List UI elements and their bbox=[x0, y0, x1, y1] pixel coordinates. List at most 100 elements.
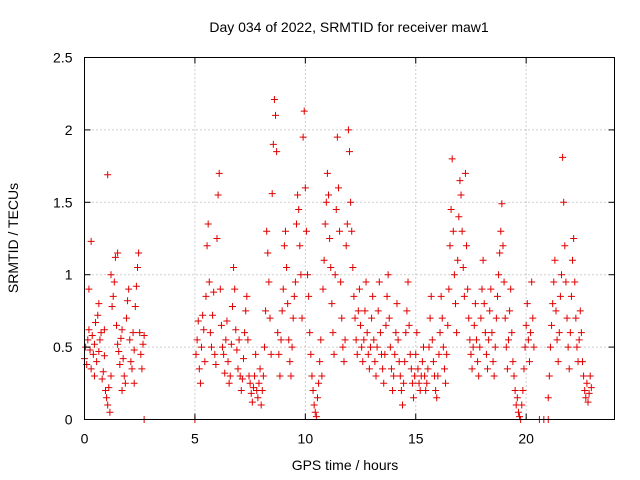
data-point bbox=[266, 314, 274, 322]
data-point bbox=[478, 285, 486, 293]
data-point bbox=[235, 336, 243, 344]
y-tick-label: 1 bbox=[65, 267, 73, 283]
data-point bbox=[248, 398, 256, 406]
data-point bbox=[397, 387, 405, 395]
data-point bbox=[426, 314, 434, 322]
data-point bbox=[481, 329, 489, 337]
data-point bbox=[225, 379, 233, 387]
data-point bbox=[482, 350, 490, 358]
data-point bbox=[92, 318, 100, 326]
data-point bbox=[497, 227, 505, 235]
data-point bbox=[498, 200, 506, 208]
data-point bbox=[355, 285, 363, 293]
data-point bbox=[128, 365, 136, 373]
data-point bbox=[221, 369, 229, 377]
data-point bbox=[202, 292, 210, 300]
data-point bbox=[110, 278, 118, 286]
data-point bbox=[551, 256, 559, 264]
data-point bbox=[373, 343, 381, 351]
data-point bbox=[284, 300, 292, 308]
data-point bbox=[550, 278, 558, 286]
data-point bbox=[312, 413, 320, 421]
data-point bbox=[207, 343, 215, 351]
data-point bbox=[530, 343, 538, 351]
data-point bbox=[103, 394, 111, 402]
data-point bbox=[480, 300, 488, 308]
data-point bbox=[224, 358, 232, 366]
data-point bbox=[241, 329, 249, 337]
data-point bbox=[475, 372, 483, 380]
data-point bbox=[100, 326, 108, 334]
data-point bbox=[393, 300, 401, 308]
data-point bbox=[276, 372, 284, 380]
data-point bbox=[90, 372, 98, 380]
data-point bbox=[338, 314, 346, 322]
data-point bbox=[300, 107, 308, 115]
data-point bbox=[200, 326, 208, 334]
data-point bbox=[280, 242, 288, 250]
data-point bbox=[106, 408, 114, 416]
data-point bbox=[446, 242, 454, 250]
data-point bbox=[403, 307, 411, 315]
data-point bbox=[545, 372, 553, 380]
data-point bbox=[401, 358, 409, 366]
data-point bbox=[111, 253, 119, 261]
data-point bbox=[322, 198, 330, 206]
data-point bbox=[359, 358, 367, 366]
data-point bbox=[230, 263, 238, 271]
data-point bbox=[435, 350, 443, 358]
data-point bbox=[90, 340, 98, 348]
data-point bbox=[519, 387, 527, 395]
data-point bbox=[273, 148, 281, 156]
data-point bbox=[421, 372, 429, 380]
data-point bbox=[580, 372, 588, 380]
x-tick-label: 0 bbox=[81, 431, 89, 447]
data-point bbox=[198, 343, 206, 351]
data-point bbox=[455, 213, 463, 221]
data-point bbox=[399, 401, 406, 409]
data-point bbox=[368, 314, 376, 322]
data-point bbox=[85, 285, 93, 293]
data-point bbox=[361, 307, 369, 315]
data-point bbox=[274, 329, 282, 337]
data-point bbox=[325, 191, 333, 199]
data-point bbox=[113, 321, 121, 329]
data-point bbox=[479, 256, 487, 264]
data-point bbox=[429, 358, 437, 366]
data-point bbox=[394, 336, 402, 344]
data-point bbox=[387, 365, 395, 373]
data-point bbox=[205, 278, 213, 286]
data-points bbox=[81, 95, 595, 423]
data-point bbox=[524, 336, 532, 344]
data-point bbox=[491, 343, 499, 351]
data-point bbox=[460, 292, 468, 300]
data-point bbox=[116, 360, 124, 368]
data-point bbox=[100, 352, 108, 360]
data-point bbox=[552, 307, 560, 315]
data-point bbox=[199, 311, 207, 319]
data-point bbox=[464, 285, 472, 293]
data-point bbox=[508, 329, 516, 337]
data-point bbox=[499, 242, 507, 250]
data-point bbox=[89, 350, 97, 358]
data-point bbox=[117, 334, 125, 342]
data-point bbox=[564, 343, 572, 351]
y-tick-labels: 0 0.5 1 1.5 2 2.5 bbox=[53, 50, 73, 428]
data-point bbox=[509, 358, 517, 366]
data-point bbox=[372, 372, 380, 380]
data-point bbox=[334, 184, 342, 192]
data-point bbox=[556, 292, 564, 300]
data-point bbox=[434, 372, 442, 380]
data-point bbox=[201, 358, 209, 366]
data-point bbox=[351, 314, 359, 322]
data-point bbox=[362, 278, 370, 286]
data-point bbox=[559, 153, 567, 161]
data-point bbox=[242, 307, 250, 315]
data-point bbox=[98, 375, 106, 383]
data-point bbox=[503, 365, 511, 373]
data-point bbox=[194, 317, 202, 325]
data-point bbox=[510, 372, 518, 380]
data-point bbox=[506, 307, 514, 315]
data-point bbox=[238, 375, 246, 383]
